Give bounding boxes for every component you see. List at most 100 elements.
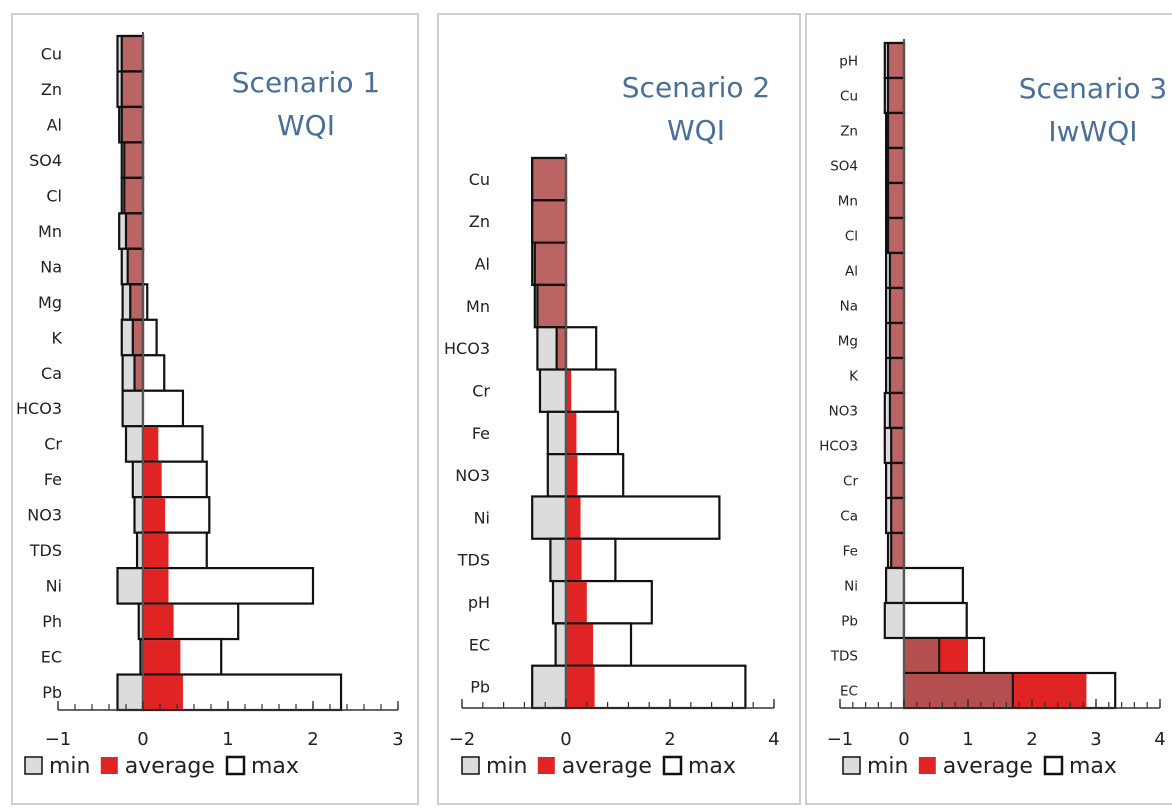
- category-label: Fe: [472, 424, 490, 443]
- bar-group-ca: [884, 496, 906, 535]
- bar-min: [124, 425, 145, 463]
- category-label: NO3: [27, 506, 62, 525]
- bar-max: [141, 354, 166, 392]
- bar-group-hco3: [121, 389, 185, 428]
- bar-min: [551, 579, 568, 625]
- bar-min: [531, 664, 568, 710]
- bar-average: [566, 539, 582, 581]
- legend-swatch-max: [225, 755, 246, 776]
- bar-min: [131, 460, 145, 499]
- category-label: EC: [469, 635, 490, 654]
- legend-label-min: min: [486, 754, 528, 779]
- category-label: Cr: [44, 435, 62, 454]
- category-label: Cu: [840, 88, 858, 104]
- category-label: Cr: [472, 381, 490, 400]
- bar-group-na: [884, 286, 906, 325]
- category-label: EC: [840, 683, 858, 699]
- bar-group-pb: [116, 673, 343, 712]
- bar-group-fe: [131, 460, 208, 499]
- category-label: Cl: [845, 228, 858, 244]
- bar-average: [889, 393, 904, 428]
- category-label: Mg: [38, 293, 62, 312]
- category-label: Mn: [838, 193, 858, 209]
- bar-min: [883, 601, 906, 640]
- category-label: NO3: [455, 466, 490, 485]
- category-label: Al: [47, 115, 62, 134]
- legend-swatch-average: [100, 757, 118, 774]
- bar-group-hco3: [536, 326, 598, 371]
- category-label: Ca: [840, 508, 858, 524]
- bar-average: [891, 498, 904, 533]
- chart-title-line-2: WQI: [277, 109, 335, 142]
- bar-group-so4: [884, 146, 906, 185]
- bar-group-tds: [135, 531, 208, 570]
- legend-swatch-average: [537, 757, 555, 774]
- bar-group-al: [884, 251, 906, 290]
- bar-average: [891, 463, 904, 498]
- bar-average: [566, 455, 578, 496]
- bar-average: [121, 107, 143, 142]
- bar-average: [566, 412, 577, 454]
- legend-swatch-max: [662, 755, 683, 776]
- bar-average: [889, 288, 904, 323]
- bar-average: [130, 285, 143, 319]
- bar-min: [531, 495, 568, 540]
- legend-swatch-min: [842, 756, 861, 775]
- bar-average: [566, 497, 581, 538]
- category-label: TDS: [457, 551, 490, 570]
- bar-group-cu: [531, 156, 568, 202]
- x-tick-label: 0: [898, 729, 909, 750]
- bar-group-zn: [884, 111, 906, 150]
- bar-group-ec: [554, 622, 633, 667]
- bar-group-ni: [884, 566, 964, 605]
- bar-average: [888, 78, 904, 113]
- category-label: NO3: [829, 403, 858, 419]
- category-label: Cu: [469, 170, 490, 189]
- category-label: Al: [475, 255, 490, 274]
- bar-group-fe: [886, 531, 906, 570]
- x-tick-label: 2: [1026, 729, 1037, 750]
- bar-average: [143, 675, 183, 709]
- category-label: Ph: [42, 612, 62, 631]
- legend-label-min: min: [49, 754, 91, 779]
- legend: min average max: [461, 754, 736, 779]
- legend-label-max: max: [1069, 754, 1117, 779]
- bar-group-no3: [883, 391, 906, 430]
- bar-average: [889, 323, 904, 358]
- bar-average: [143, 569, 169, 603]
- category-label: TDS: [29, 541, 62, 560]
- bar-group-mn: [884, 181, 906, 220]
- bar-average: [534, 243, 566, 285]
- bar-average: [143, 640, 181, 674]
- bar-average: [888, 43, 904, 78]
- bar-group-mg: [884, 321, 906, 360]
- legend-label-max: max: [251, 754, 299, 779]
- bar-group-mn: [118, 212, 145, 250]
- category-label: HCO3: [444, 339, 490, 358]
- bar-group-cl: [120, 176, 145, 215]
- bar-average: [889, 253, 904, 288]
- bar-group-ni: [531, 495, 721, 540]
- category-label: Mg: [838, 333, 858, 349]
- bar-group-al: [531, 241, 568, 287]
- chart-panel-1: Cu Zn Al SO4 Cl Mn Na Mg K Ca HCO3 Cr Fe NO3 TDS Ni Ph EC…: [11, 13, 419, 805]
- bar-max: [141, 389, 185, 428]
- bar-group-pb: [883, 601, 968, 640]
- bar-min: [116, 673, 145, 712]
- bar-group-pb: [531, 664, 747, 710]
- bar-group-k: [884, 356, 906, 395]
- category-label: Fe: [44, 470, 62, 489]
- category-label: Pb: [42, 683, 62, 702]
- bar-average: [888, 148, 904, 183]
- bar-group-cr: [884, 461, 906, 500]
- bar-average: [566, 582, 587, 623]
- chart-title-line-1: Scenario 2: [622, 71, 770, 104]
- category-label: Ni: [844, 578, 858, 594]
- chart-title-line-1: Scenario 3: [1019, 72, 1167, 105]
- category-label: K: [849, 368, 859, 384]
- category-label: HCO3: [16, 399, 62, 418]
- bar-average: [888, 183, 904, 218]
- x-tick-label: 2: [307, 729, 318, 750]
- category-label: HCO3: [819, 438, 858, 454]
- legend-label-min: min: [867, 754, 909, 779]
